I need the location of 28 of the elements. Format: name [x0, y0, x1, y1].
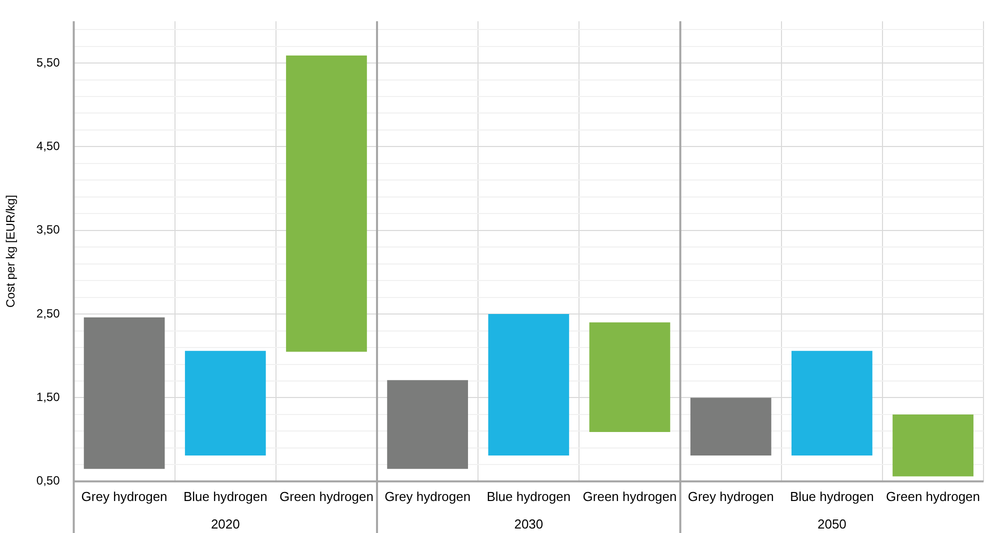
x-tick-label: Blue hydrogen	[486, 488, 571, 504]
x-tick-label: Green hydrogen	[582, 488, 677, 504]
x-tick-label: Blue hydrogen	[790, 488, 874, 504]
x-tick-label: Grey hydrogen	[384, 488, 471, 504]
bar	[690, 398, 772, 456]
bar	[792, 350, 872, 456]
x-tick-label: Blue hydrogen	[183, 488, 268, 504]
text: 2050	[817, 516, 846, 532]
x-tick-label: Grey hydrogen	[81, 488, 168, 504]
bar	[184, 350, 266, 456]
y-tick-label: 4,50	[36, 139, 60, 154]
bar	[84, 317, 165, 469]
x-tick-label: Green hydrogen	[280, 488, 374, 504]
text: 2020	[210, 516, 240, 532]
y-tick-label: 1,50	[36, 390, 60, 404]
bar	[387, 380, 468, 469]
y-tick-label: 3,50	[36, 222, 60, 237]
x-tick-label: Green hydrogen	[886, 488, 980, 504]
text: 2030	[514, 516, 544, 532]
bar	[488, 314, 570, 456]
y-tick-label: 0,50	[36, 474, 60, 488]
bar	[286, 56, 367, 352]
bar	[892, 414, 974, 476]
y-tick-label: 2,50	[36, 306, 60, 320]
bar	[589, 322, 670, 432]
y-axis-title: Cost per kg [EUR/kg]	[4, 194, 18, 308]
x-tick-label: Grey hydrogen	[688, 488, 774, 504]
y-tick-label: 5,50	[36, 55, 60, 70]
